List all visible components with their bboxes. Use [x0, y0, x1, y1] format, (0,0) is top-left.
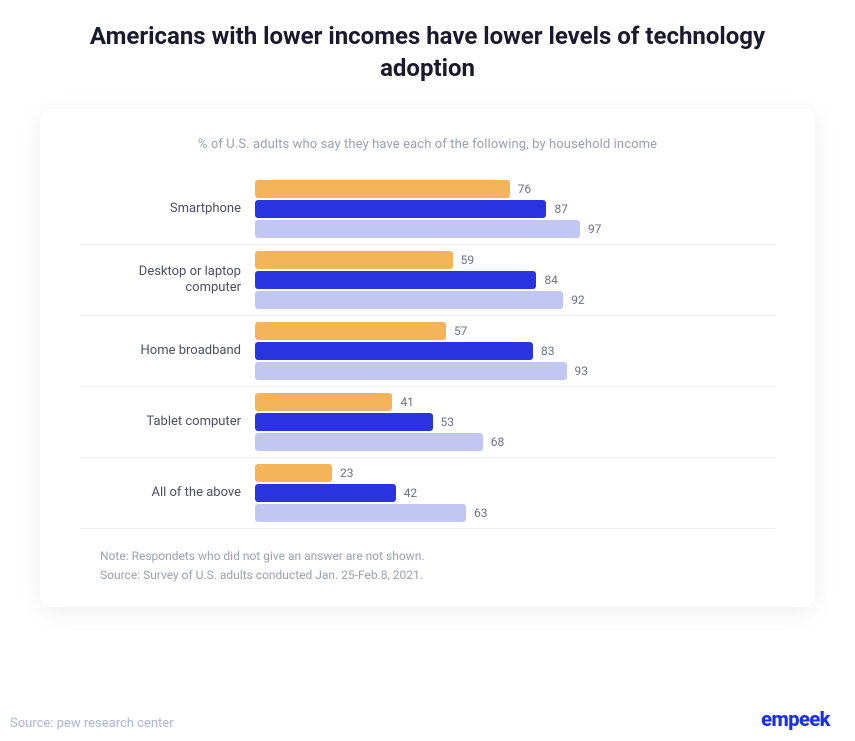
- category-row: Home broadband 57 83 93: [80, 315, 775, 386]
- bar-value: 41: [400, 395, 414, 409]
- bar-value: 53: [441, 415, 455, 429]
- bar: [255, 220, 580, 238]
- bar: [255, 484, 396, 502]
- category-label: Home broadband: [80, 343, 255, 359]
- bar-line: 87: [255, 200, 775, 218]
- bar-group: 76 87 97: [255, 180, 775, 238]
- bar-line: 41: [255, 393, 775, 411]
- bar-line: 76: [255, 180, 775, 198]
- note-line-2: Source: Survey of U.S. adults conducted …: [100, 566, 775, 585]
- bar: [255, 180, 510, 198]
- bar-line: 42: [255, 484, 775, 502]
- bar-value: 59: [461, 253, 475, 267]
- bar-line: 92: [255, 291, 775, 309]
- bar-value: 57: [454, 324, 468, 338]
- bar-line: 93: [255, 362, 775, 380]
- bar: [255, 271, 536, 289]
- bar-line: 84: [255, 271, 775, 289]
- bar-group: 59 84 92: [255, 251, 775, 309]
- bar-value: 68: [491, 435, 505, 449]
- bar-value: 97: [588, 222, 602, 236]
- bar-group: 41 53 68: [255, 393, 775, 451]
- chart-notes: Note: Respondets who did not give an ans…: [80, 547, 775, 585]
- bar: [255, 393, 392, 411]
- page-footer: Source: pew research center empeek: [10, 707, 830, 731]
- bar-line: 68: [255, 433, 775, 451]
- bar-value: 87: [554, 202, 568, 216]
- brand-logo: empeek: [761, 707, 830, 731]
- bar-line: 57: [255, 322, 775, 340]
- bar-line: 97: [255, 220, 775, 238]
- bar-line: 83: [255, 342, 775, 360]
- bar: [255, 413, 433, 431]
- bar-line: 63: [255, 504, 775, 522]
- grouped-bar-chart: Smartphone 76 87 97 Desktop or laptop comput…: [80, 174, 775, 529]
- category-row: Smartphone 76 87 97: [80, 174, 775, 244]
- category-row: Desktop or laptop computer 59 84 92: [80, 244, 775, 315]
- bar: [255, 362, 567, 380]
- bar: [255, 464, 332, 482]
- bar-group: 23 42 63: [255, 464, 775, 522]
- bar-line: 53: [255, 413, 775, 431]
- chart-card: % of U.S. adults who say they have each …: [40, 109, 815, 607]
- bar-value: 23: [340, 466, 354, 480]
- bar: [255, 504, 466, 522]
- bar: [255, 200, 546, 218]
- bar: [255, 342, 533, 360]
- bar-value: 93: [575, 364, 589, 378]
- bar-value: 42: [404, 486, 418, 500]
- category-row: Tablet computer 41 53 68: [80, 386, 775, 457]
- bar-value: 84: [544, 273, 558, 287]
- bar-value: 83: [541, 344, 555, 358]
- bar-line: 23: [255, 464, 775, 482]
- bar: [255, 251, 453, 269]
- bar-value: 63: [474, 506, 488, 520]
- bar: [255, 291, 563, 309]
- bar-group: 57 83 93: [255, 322, 775, 380]
- category-row: All of the above 23 42 63: [80, 457, 775, 529]
- bar: [255, 322, 446, 340]
- bar-value: 76: [518, 182, 532, 196]
- chart-title: Americans with lower incomes have lower …: [25, 20, 830, 85]
- category-label: All of the above: [80, 485, 255, 501]
- bar: [255, 433, 483, 451]
- bar-line: 59: [255, 251, 775, 269]
- category-label: Smartphone: [80, 201, 255, 217]
- category-label: Tablet computer: [80, 414, 255, 430]
- note-line-1: Note: Respondets who did not give an ans…: [100, 547, 775, 566]
- bar-value: 92: [571, 293, 585, 307]
- chart-subtitle: % of U.S. adults who say they have each …: [80, 137, 775, 152]
- footer-source: Source: pew research center: [10, 716, 174, 731]
- category-label: Desktop or laptop computer: [80, 264, 255, 297]
